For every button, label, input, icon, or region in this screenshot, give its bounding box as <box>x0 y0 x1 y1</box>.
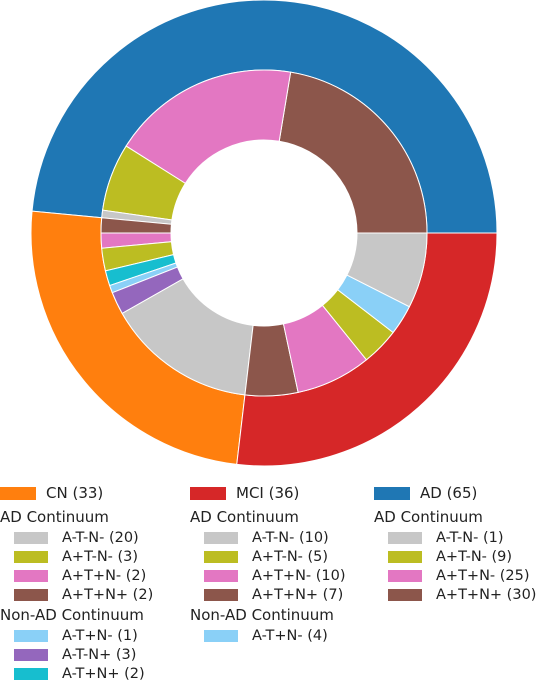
legend-group-mci: MCI (36) <box>190 480 346 506</box>
legend-section-cn-ad-continuum: AD Continuum <box>0 508 109 526</box>
legend-item-label: A-T-N- (20) <box>62 529 139 546</box>
legend-swatch <box>388 588 422 601</box>
legend-item: A-T-N- (1) <box>374 528 536 547</box>
legend: CN (33) AD Continuum A-T-N- (20) A+T-N- … <box>0 480 556 688</box>
legend-item: A+T+N- (25) <box>374 566 536 585</box>
legend-item: A+T+N+ (7) <box>190 585 346 604</box>
legend-item: A+T-N- (9) <box>374 547 536 566</box>
legend-swatch-ad <box>374 486 410 500</box>
legend-item: A+T+N+ (2) <box>0 585 153 604</box>
legend-item-label: A-T-N- (1) <box>436 529 504 546</box>
inner-slice <box>346 232 428 308</box>
legend-swatch <box>14 588 48 601</box>
legend-item: A+T+N+ (30) <box>374 585 536 604</box>
legend-swatch <box>204 531 238 544</box>
legend-label-ad: AD (65) <box>420 484 478 502</box>
legend-item: A+T-N- (3) <box>0 547 153 566</box>
legend-column-ad: AD (65) AD Continuum A-T-N- (1) A+T-N- (… <box>374 480 536 604</box>
legend-item: A-T-N- (10) <box>190 528 346 547</box>
legend-item: A-T+N- (1) <box>0 626 153 645</box>
legend-swatch <box>14 531 48 544</box>
legend-swatch <box>204 550 238 563</box>
nested-donut-chart <box>30 0 498 467</box>
legend-group-cn: CN (33) <box>0 480 153 506</box>
inner-slice <box>278 71 428 234</box>
legend-swatch-mci <box>190 486 226 500</box>
legend-item-label: A-T+N- (1) <box>62 627 138 644</box>
legend-swatch-cn <box>0 486 36 500</box>
legend-swatch <box>204 569 238 582</box>
legend-item-label: A+T+N- (2) <box>62 567 147 584</box>
legend-item: A+T-N- (5) <box>190 547 346 566</box>
legend-item-label: A+T-N- (3) <box>62 548 139 565</box>
legend-item: A+T+N- (10) <box>190 566 346 585</box>
legend-item: A-T-N+ (3) <box>0 645 153 664</box>
legend-label-cn: CN (33) <box>46 484 104 502</box>
legend-item-label: A+T+N+ (7) <box>252 586 344 603</box>
legend-item: A-T+N- (4) <box>190 626 346 645</box>
legend-item-label: A+T+N- (10) <box>252 567 346 584</box>
legend-item: A+T+N- (2) <box>0 566 153 585</box>
legend-swatch <box>204 588 238 601</box>
legend-swatch <box>204 629 238 642</box>
legend-item-label: A+T-N- (9) <box>436 548 513 565</box>
legend-section-mci-non-ad-continuum: Non-AD Continuum <box>190 606 334 624</box>
legend-item-label: A+T-N- (5) <box>252 548 329 565</box>
legend-swatch <box>14 667 48 680</box>
legend-section-mci-ad-continuum: AD Continuum <box>190 508 299 526</box>
legend-swatch <box>388 531 422 544</box>
legend-swatch <box>14 550 48 563</box>
legend-section-ad-ad-continuum: AD Continuum <box>374 508 483 526</box>
legend-item-label: A-T+N- (4) <box>252 627 328 644</box>
legend-item-label: A+T+N- (25) <box>436 567 530 584</box>
legend-column-mci: MCI (36) AD Continuum A-T-N- (10) A+T-N-… <box>190 480 346 645</box>
legend-item: A-T+N+ (2) <box>0 664 153 683</box>
legend-item-label: A+T+N+ (30) <box>436 586 537 603</box>
legend-group-ad: AD (65) <box>374 480 536 506</box>
legend-swatch <box>388 569 422 582</box>
legend-item-label: A-T-N+ (3) <box>62 646 137 663</box>
legend-item: A-T-N- (20) <box>0 528 153 547</box>
legend-swatch <box>14 569 48 582</box>
legend-swatch <box>388 550 422 563</box>
legend-item-label: A-T+N+ (2) <box>62 665 145 682</box>
legend-item-label: A-T-N- (10) <box>252 529 329 546</box>
legend-swatch <box>14 648 48 661</box>
legend-column-cn: CN (33) AD Continuum A-T-N- (20) A+T-N- … <box>0 480 153 683</box>
legend-item-label: A+T+N+ (2) <box>62 586 154 603</box>
legend-section-cn-non-ad-continuum: Non-AD Continuum <box>0 606 144 624</box>
legend-label-mci: MCI (36) <box>236 484 300 502</box>
legend-swatch <box>14 629 48 642</box>
